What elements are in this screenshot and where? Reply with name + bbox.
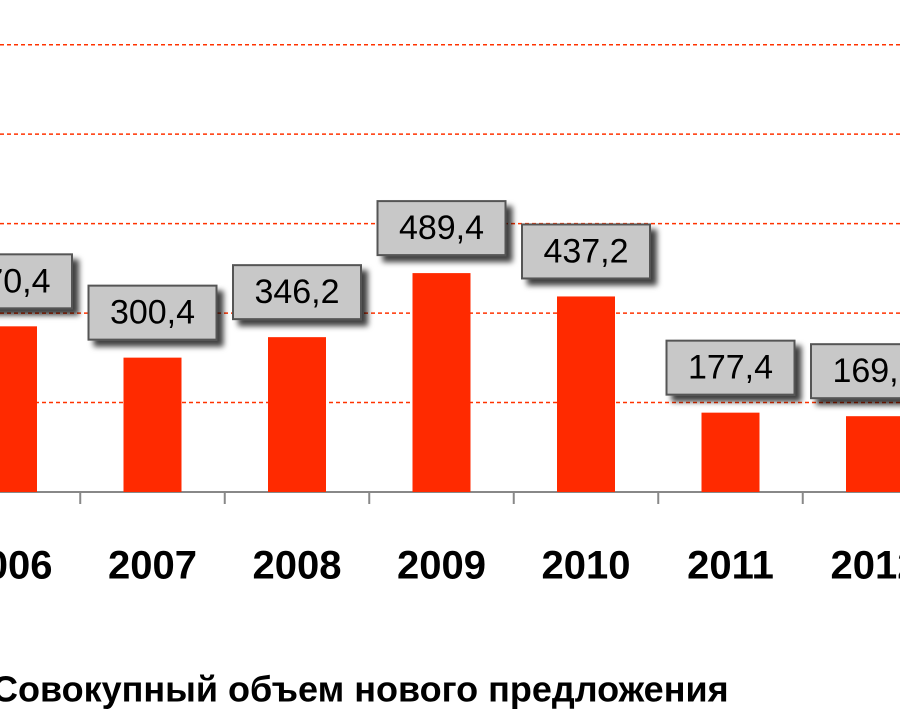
- value-label-box: [0, 253, 73, 310]
- value-label-box: [810, 343, 900, 400]
- value-label-box: [232, 264, 362, 321]
- value-label: 169,5: [832, 352, 900, 390]
- value-label-box: [87, 284, 218, 341]
- value-label-box: [521, 223, 651, 280]
- value-label-box: [376, 200, 507, 257]
- bar: [412, 273, 471, 492]
- bar: [268, 337, 326, 492]
- x-tick-label: 2007: [108, 544, 197, 588]
- x-tick-label: 2012: [831, 544, 900, 588]
- x-tick-label: 2011: [687, 544, 774, 588]
- value-label: 300,4: [110, 294, 195, 332]
- value-label: 177,4: [688, 349, 773, 387]
- x-tick-label: 2008: [253, 544, 342, 588]
- value-label: 489,4: [399, 209, 484, 247]
- value-label: 437,2: [543, 232, 628, 270]
- chart-title: Совокупный объем нового предложения: [0, 669, 729, 710]
- bar: [846, 416, 900, 492]
- x-tick-label: 2010: [542, 544, 631, 588]
- x-tick-label: 2006: [0, 544, 52, 588]
- value-label-box: [665, 339, 796, 396]
- x-tick-label: 2009: [397, 544, 486, 588]
- bar: [701, 412, 760, 492]
- bar: [0, 326, 37, 492]
- bar: [557, 296, 615, 492]
- bar: [123, 357, 182, 492]
- value-label: 346,2: [254, 273, 339, 311]
- value-label: 370,4: [0, 262, 51, 300]
